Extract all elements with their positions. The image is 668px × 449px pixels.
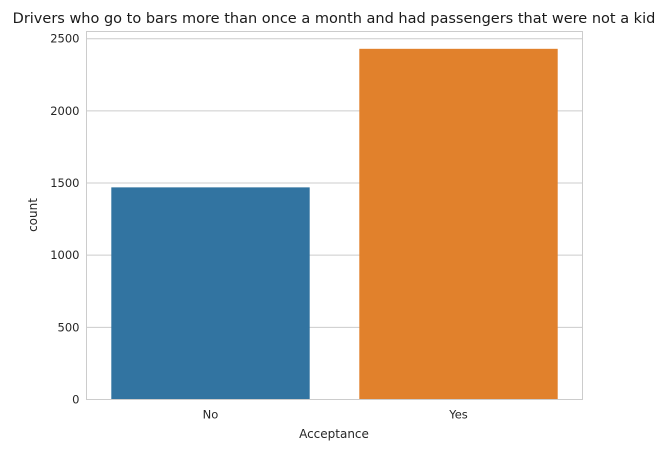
y-tick-label: 1500 xyxy=(50,176,79,190)
bar-no xyxy=(111,187,310,400)
y-tick-label: 2000 xyxy=(50,104,79,118)
x-axis-label: Acceptance xyxy=(299,427,369,441)
x-tick-labels: No Yes xyxy=(203,408,468,422)
x-tick-label-no: No xyxy=(203,408,219,422)
bar-yes xyxy=(359,48,558,400)
bars xyxy=(111,48,558,400)
y-tick-label: 0 xyxy=(72,393,79,407)
y-tick-label: 500 xyxy=(58,320,80,334)
chart-title: Drivers who go to bars more than once a … xyxy=(13,11,656,27)
y-tick-labels: 0 500 1000 1500 2000 2500 xyxy=(50,32,79,407)
y-axis-label: count xyxy=(26,198,40,232)
plot-frame xyxy=(86,31,583,400)
y-tick-label: 1000 xyxy=(50,248,79,262)
x-tick-label-yes: Yes xyxy=(448,408,468,422)
y-tick-label: 2500 xyxy=(50,32,79,46)
